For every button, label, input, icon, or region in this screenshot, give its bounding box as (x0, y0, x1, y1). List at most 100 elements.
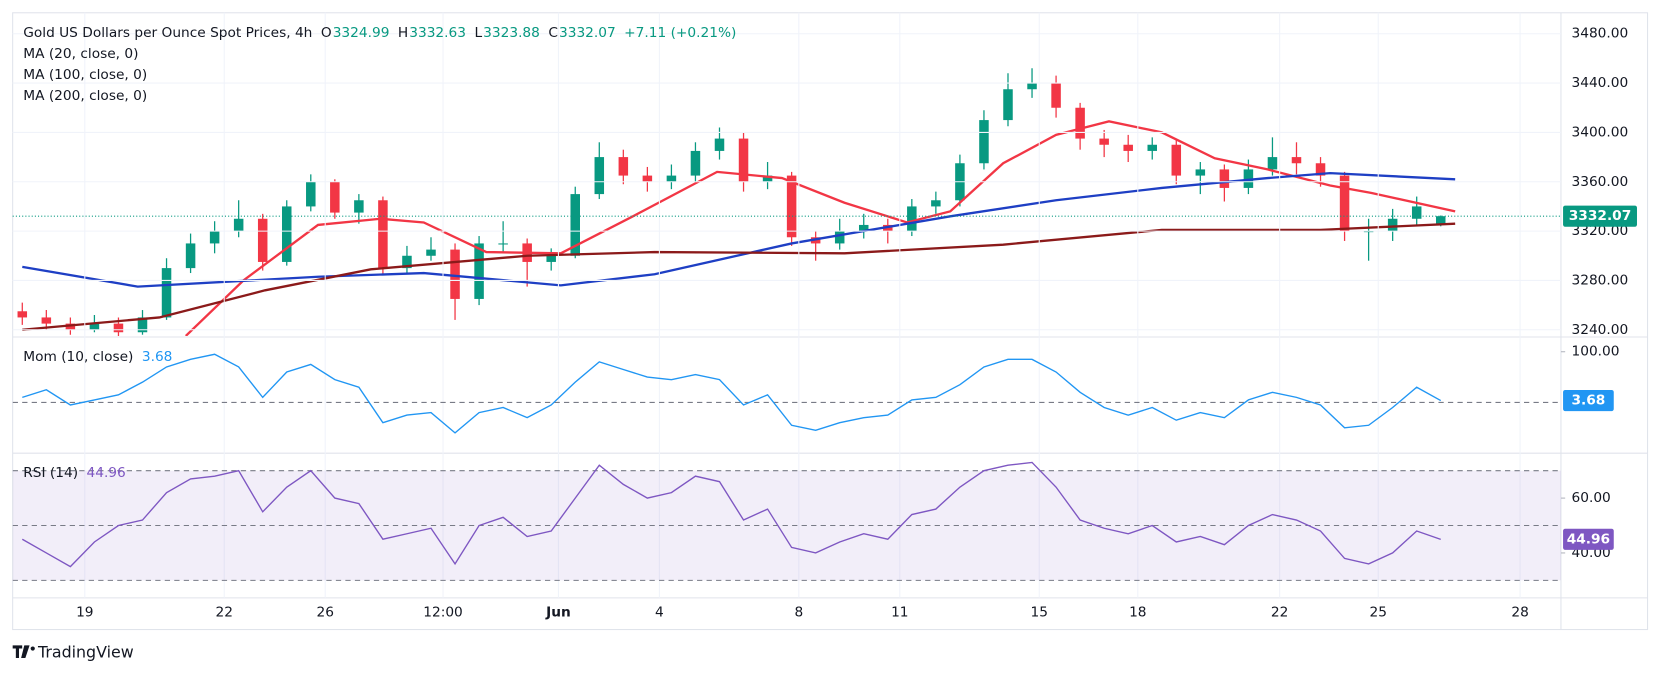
candle-body (762, 175, 773, 182)
candle-body (1147, 144, 1157, 151)
candle-body (330, 181, 340, 213)
brand-logo (12, 645, 30, 659)
brand-name: TradingView (37, 642, 134, 661)
momentum-value-box (1563, 390, 1614, 412)
plot-layer: 19 22 26 12:00 Jun 4 8 11 15 18 22 25 28 3240.00 3280.… (12, 12, 1637, 621)
y-tick-label: 3280.00 (1572, 272, 1629, 288)
rsi-name: RSI (14) (23, 465, 78, 481)
candle-body (834, 231, 845, 244)
candle-body (402, 255, 412, 269)
candle-body (1099, 138, 1109, 145)
y-tick-label: 60.00 (1572, 490, 1611, 506)
candle-body (306, 181, 316, 207)
candle-body (1315, 163, 1326, 176)
rsi-legend-value: 44.96 (86, 465, 125, 481)
frame (12, 12, 1649, 631)
x-tick-label: 28 (1511, 605, 1528, 621)
candle-body (113, 323, 124, 333)
chart-title: Gold US Dollars per Ounce Spot Prices, 4… (23, 25, 312, 41)
candle-body (1219, 169, 1230, 188)
candle-body (858, 224, 869, 232)
x-tick-label: 12:00 (423, 605, 463, 621)
x-tick-label: 15 (1031, 605, 1048, 621)
brand-logo (30, 646, 35, 651)
legend-entry: MA (20, close, 0) (23, 46, 138, 62)
legend-entry: MA (200, close, 0) (23, 88, 147, 104)
candle-body (1267, 157, 1278, 170)
y-tick-label: 3440.00 (1572, 75, 1629, 91)
ohlc-value: 3324.99 (333, 25, 390, 41)
candle-body (618, 157, 629, 176)
candle-body (185, 243, 196, 269)
candle-body (378, 200, 388, 269)
candle-body (690, 150, 701, 176)
candle-body (786, 175, 797, 238)
candle-body (931, 200, 941, 207)
candle-body (1243, 169, 1254, 188)
ma-line (184, 120, 1456, 336)
candle-body (233, 218, 244, 232)
y-tick-label: 3240.00 (1572, 322, 1629, 338)
x-tick-label: 4 (655, 605, 664, 621)
ohlc-value: 3323.88 (483, 25, 540, 41)
ma-line (22, 222, 1456, 331)
candle-body (89, 323, 100, 330)
candle-body (498, 243, 508, 245)
candle-body (281, 206, 292, 262)
x-tick-label: 19 (76, 605, 93, 621)
price-pane (17, 68, 1456, 336)
candle-body (474, 243, 484, 299)
candle-body (546, 255, 556, 262)
legend-entry: MA (100, close, 0) (23, 67, 147, 83)
candle-body (666, 175, 677, 182)
y-tick-label: 3360.00 (1572, 174, 1629, 190)
ohlc-value: 3332.07 (559, 25, 616, 41)
x-tick-label: 22 (216, 605, 233, 621)
candle-body (65, 323, 76, 330)
momentum-legend-value: 3.68 (142, 349, 173, 365)
candle-body (161, 268, 172, 318)
candle-body (1291, 157, 1302, 164)
y-tick-label: 3400.00 (1572, 124, 1629, 140)
candle-body (907, 206, 917, 232)
ohlc-key: L (474, 25, 482, 41)
ohlc-value: 3332.63 (409, 25, 466, 41)
candle-body (594, 157, 605, 195)
candle-body (1075, 107, 1085, 139)
y-tick-label: 3320.00 (1572, 223, 1629, 239)
x-tick-label: 22 (1271, 605, 1288, 621)
candle-body (1339, 175, 1350, 232)
candle-body (450, 249, 460, 299)
momentum-value-label: 3.68 (1571, 393, 1605, 409)
candle-body (1435, 216, 1446, 225)
ohlc-key: C (548, 25, 558, 41)
candle-body (354, 200, 364, 213)
candle-body (1195, 169, 1206, 176)
change-label: +7.11 (+0.21%) (624, 25, 736, 41)
last-price-label: 3332.07 (1569, 208, 1632, 224)
rsi-line (21, 461, 1441, 568)
x-tick-label: 11 (891, 605, 908, 621)
candle-body (41, 317, 52, 324)
candle-body (1411, 206, 1422, 219)
candle-body (1387, 218, 1398, 232)
candle-body (17, 311, 28, 318)
y-tick-label: 3480.00 (1572, 26, 1629, 42)
candle-body (137, 317, 148, 333)
x-tick-label: Jun (545, 605, 571, 621)
candle-body (426, 249, 436, 256)
rsi-value-label: 44.96 (1567, 531, 1610, 547)
candle-body (570, 194, 580, 256)
candle-body (979, 120, 989, 164)
candle-body (642, 175, 653, 182)
momentum-line (22, 353, 1442, 434)
x-tick-label: 26 (316, 605, 333, 621)
x-tick-label: 8 (794, 605, 803, 621)
candle-body (209, 231, 220, 244)
ohlc-key: O (321, 25, 332, 41)
last-price-box (1563, 205, 1637, 227)
candle-body (1027, 83, 1037, 90)
momentum-pane (12, 353, 1561, 434)
rsi-pane (12, 461, 1561, 581)
